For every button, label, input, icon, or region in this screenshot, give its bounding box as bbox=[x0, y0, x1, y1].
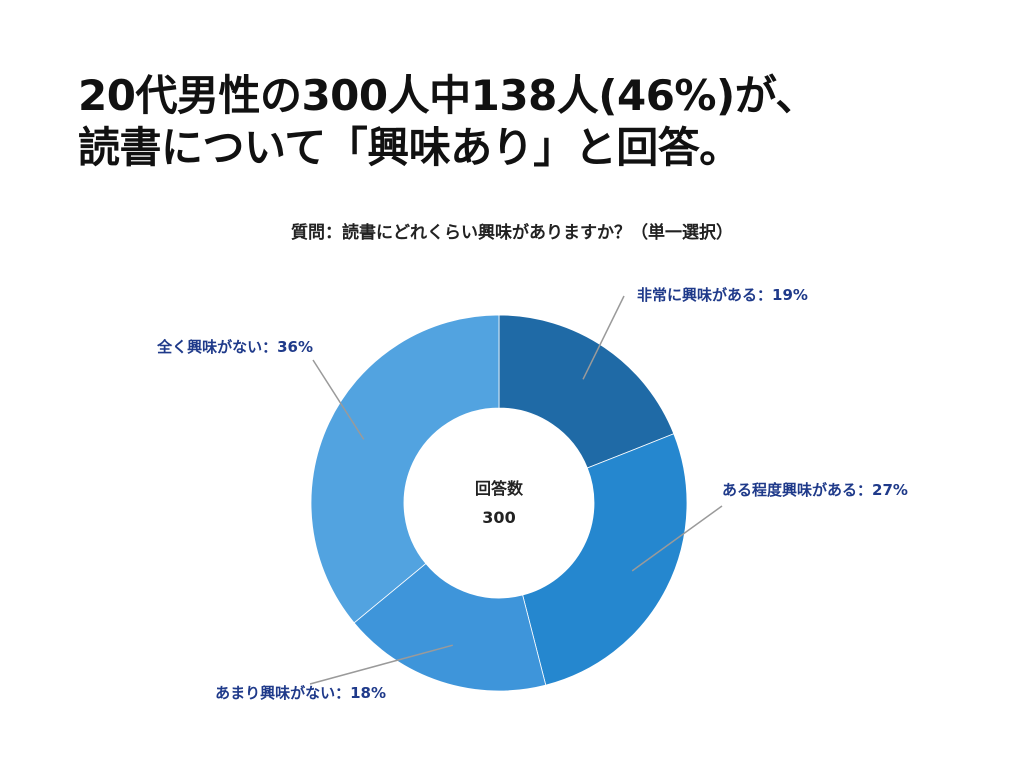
donut-slice bbox=[498, 314, 675, 469]
leader-line bbox=[631, 505, 723, 572]
center-label: 回答数 bbox=[475, 479, 524, 498]
leader-line bbox=[309, 644, 453, 685]
question-subtitle: 質問：読書にどれくらい興味がありますか？（単一選択） bbox=[291, 223, 733, 243]
slice-label: 全く興味がない：36% bbox=[156, 338, 313, 356]
headline-line-2: 読書について「興味あり」と回答。 bbox=[78, 123, 741, 172]
leader-line bbox=[582, 295, 625, 380]
slice-label: ある程度興味がある：27% bbox=[722, 481, 908, 499]
leader-line bbox=[312, 359, 365, 440]
slice-labels: 非常に興味がある：19% ある程度興味がある：27% あまり興味がない：18% 全く興… bbox=[156, 286, 908, 702]
headline: 20代男性の300人中138人(46%)が、 読書について「興味あり」と回答。 bbox=[78, 70, 998, 174]
slice-label: 非常に興味がある：19% bbox=[637, 286, 808, 304]
slice-label: あまり興味がない：18% bbox=[215, 684, 386, 702]
center-value: 300 bbox=[482, 508, 515, 527]
donut-slice bbox=[522, 433, 688, 686]
donut-slice bbox=[310, 314, 500, 624]
donut-slices bbox=[310, 314, 688, 692]
leader-lines bbox=[309, 295, 723, 685]
headline-line-1: 20代男性の300人中138人(46%)が、 bbox=[78, 71, 817, 120]
